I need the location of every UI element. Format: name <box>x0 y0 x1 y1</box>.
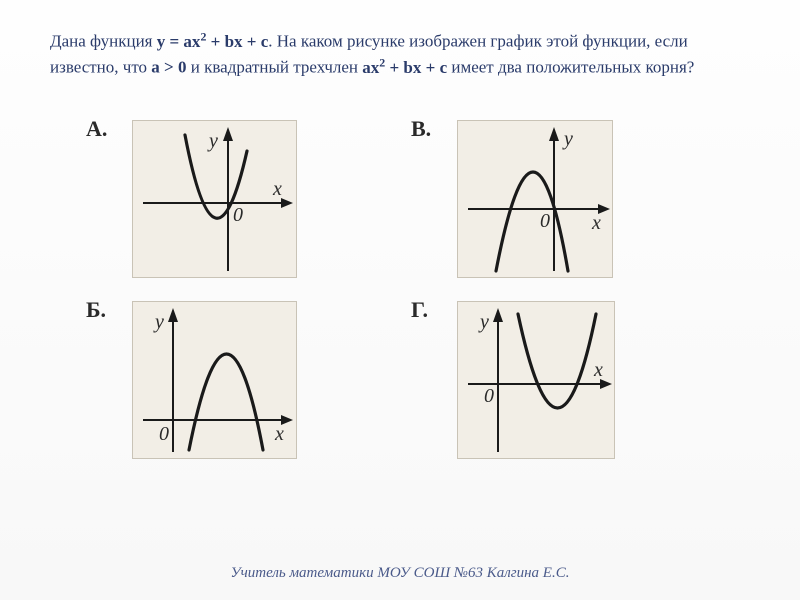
panel-g-label: Г. <box>411 297 428 323</box>
y-label: y <box>562 128 573 150</box>
origin-label: 0 <box>540 210 550 232</box>
q-eq1: y = ax2 + bx + c <box>157 32 269 51</box>
panel-a-label: А. <box>86 116 107 142</box>
panel-a: А. y x 0 <box>70 116 370 291</box>
parabola <box>518 314 596 408</box>
y-arrow <box>549 127 559 141</box>
y-arrow <box>223 127 233 141</box>
q-part1: Дана функция <box>50 32 157 51</box>
x-label: x <box>272 178 282 200</box>
panel-a-graph: y x 0 <box>132 120 297 278</box>
panel-g: Г. y x 0 <box>395 297 695 472</box>
y-arrow <box>168 308 178 322</box>
q-eq2: ax2 + bx + c <box>362 58 447 77</box>
q-part3: и квадратный трехчлен <box>186 58 362 77</box>
slide: Дана функция y = ax2 + bx + c. На каком … <box>0 0 800 600</box>
panel-b: Б. y x 0 <box>70 297 370 472</box>
question-text: Дана функция y = ax2 + bx + c. На каком … <box>50 28 760 80</box>
x-label: x <box>593 359 603 381</box>
q-cond: a > 0 <box>151 58 186 77</box>
panel-v-label: В. <box>411 116 431 142</box>
panel-b-graph: y x 0 <box>132 301 297 459</box>
panel-g-graph: y x 0 <box>457 301 615 459</box>
footer-text: Учитель математики МОУ СОШ №63 Калгина Е… <box>0 565 800 582</box>
panel-b-label: Б. <box>86 297 106 323</box>
x-label: x <box>274 423 284 445</box>
origin-label: 0 <box>159 423 169 445</box>
y-label: y <box>153 311 164 333</box>
y-label: y <box>478 311 489 333</box>
panel-v-graph: y x 0 <box>457 120 613 278</box>
panel-v: В. y x 0 <box>395 116 695 291</box>
y-label: y <box>207 130 218 152</box>
x-arrow <box>281 198 293 208</box>
parabola <box>189 354 263 450</box>
parabola <box>496 172 568 271</box>
x-label: x <box>591 212 601 234</box>
graph-grid: А. y x 0 В. y x 0 <box>70 116 710 472</box>
origin-label: 0 <box>484 385 494 407</box>
origin-label: 0 <box>233 204 243 226</box>
q-part4: имеет два положительных корня? <box>447 58 694 77</box>
y-arrow <box>493 308 503 322</box>
